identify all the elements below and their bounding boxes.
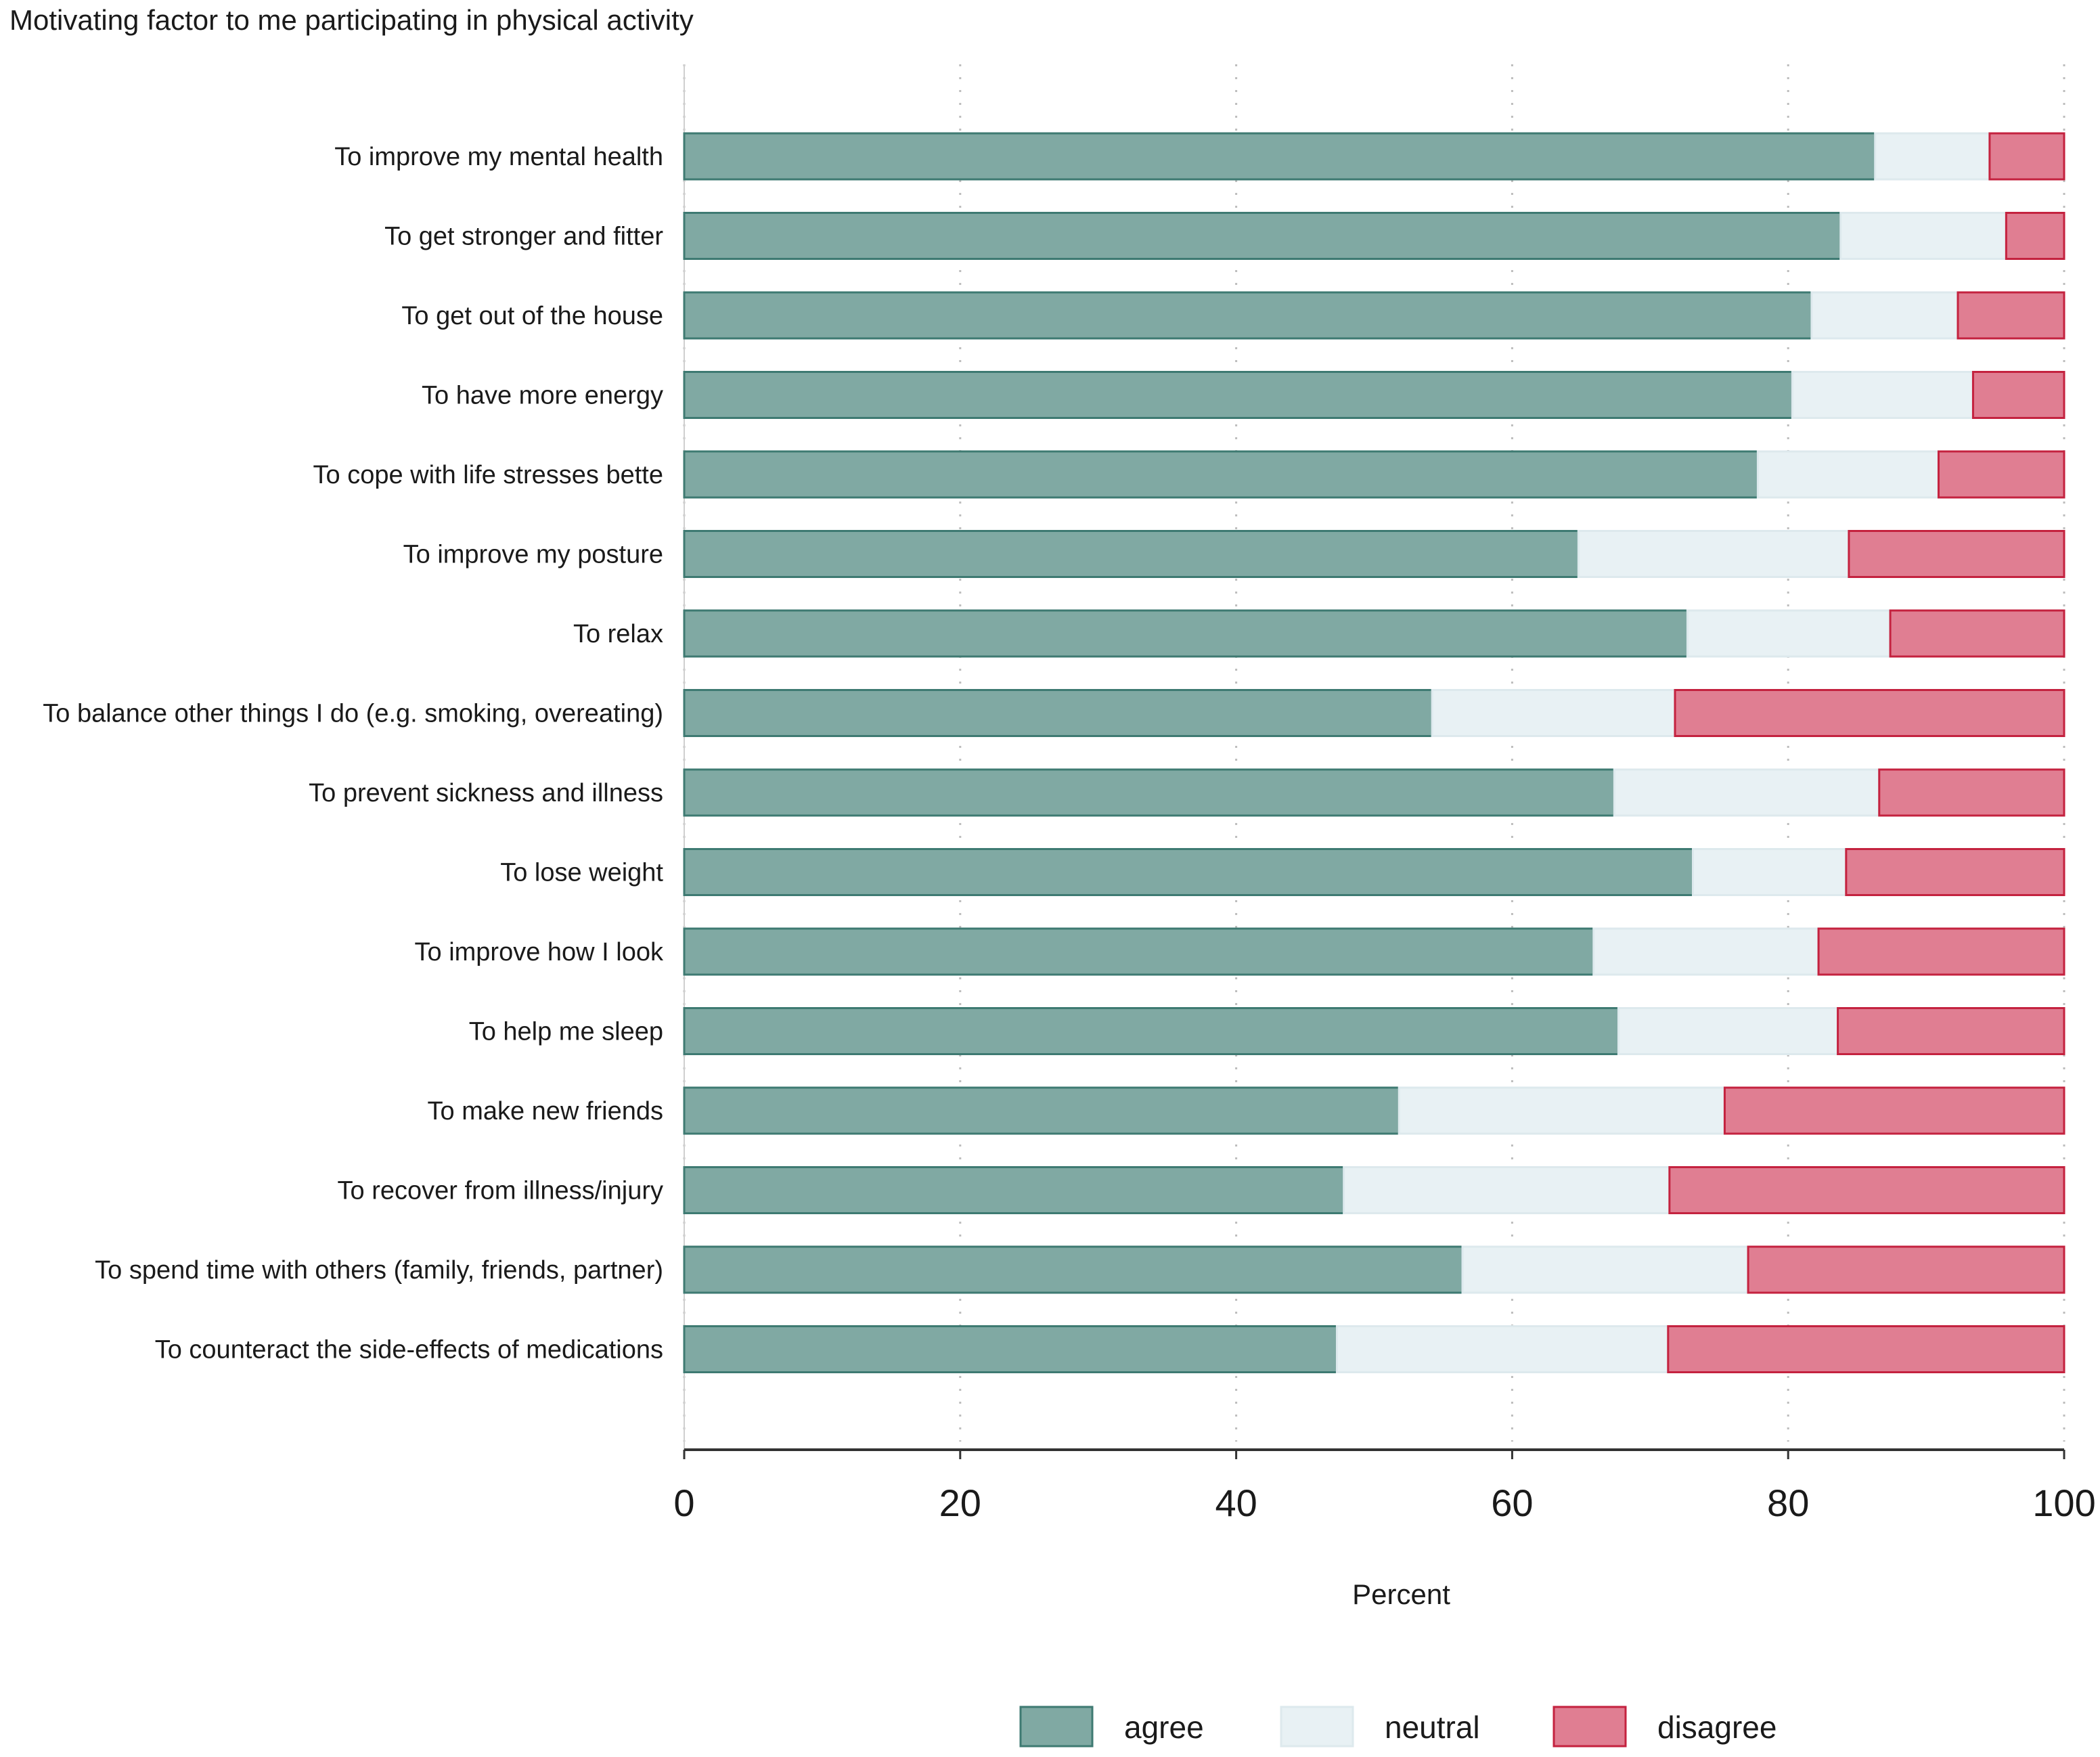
bar-neutral: [1577, 530, 1850, 578]
bar-agree: [683, 1325, 1338, 1373]
legend: agree neutral disagree: [1019, 1706, 1777, 1748]
bar-agree: [683, 450, 1759, 499]
category-label: To get stronger and fitter: [384, 223, 663, 251]
bar-disagree: [1667, 1325, 2065, 1373]
bar-agree: [683, 1007, 1619, 1055]
legend-label-agree: agree: [1124, 1710, 1204, 1745]
bar-neutral: [1617, 1007, 1839, 1055]
bar-neutral: [1461, 1245, 1749, 1294]
x-tick-label: 20: [939, 1482, 981, 1524]
category-label: To improve my posture: [403, 541, 663, 569]
category-label: To improve how I look: [415, 938, 664, 966]
bar-neutral: [1686, 609, 1892, 658]
category-label: To relax: [573, 620, 663, 648]
category-label: To spend time with others (family, frien…: [95, 1256, 663, 1285]
bar-disagree: [1668, 1166, 2065, 1214]
x-tick-label: 80: [1767, 1482, 1809, 1524]
legend-swatch-agree: [1019, 1706, 1094, 1748]
category-label: To recover from illness/injury: [338, 1177, 663, 1205]
bar-agree: [683, 1245, 1464, 1294]
bar-neutral: [1398, 1086, 1726, 1135]
x-axis-title: Percent: [1352, 1578, 1450, 1610]
bar-neutral: [1810, 291, 1959, 340]
bar-disagree: [1988, 132, 2065, 181]
category-label: To have more energy: [422, 382, 663, 410]
category-labels: To improve my mental health To get strong…: [43, 143, 664, 1364]
x-tick-label: 60: [1491, 1482, 1533, 1524]
bar-agree: [683, 848, 1695, 896]
bar-disagree: [1889, 609, 2065, 658]
bars: [683, 132, 2065, 1373]
bar-agree: [683, 1166, 1345, 1214]
bar-disagree: [1674, 689, 2065, 737]
bar-neutral: [1592, 927, 1820, 976]
bar-neutral: [1874, 132, 1991, 181]
category-label: To improve my mental health: [334, 143, 663, 171]
bar-disagree: [1971, 371, 2065, 419]
bar-neutral: [1613, 768, 1881, 817]
bar-agree: [683, 927, 1595, 976]
bar-disagree: [2005, 212, 2065, 260]
bar-agree: [683, 1086, 1400, 1135]
legend-label-neutral: neutral: [1385, 1710, 1480, 1745]
category-label: To help me sleep: [469, 1018, 663, 1046]
bar-neutral: [1343, 1166, 1671, 1214]
bar-agree: [683, 530, 1580, 578]
bar-disagree: [1837, 1007, 2065, 1055]
bar-agree: [683, 609, 1689, 658]
x-tick-label: 40: [1215, 1482, 1257, 1524]
legend-swatch-disagree: [1552, 1706, 1627, 1748]
x-tick-label: 100: [2032, 1482, 2095, 1524]
category-label: To cope with life stresses bette: [313, 461, 663, 489]
legend-label-disagree: disagree: [1657, 1710, 1777, 1745]
bar-neutral: [1791, 371, 1974, 419]
legend-swatch-neutral: [1280, 1706, 1354, 1748]
category-label: To counteract the side-effects of medica…: [155, 1336, 663, 1364]
chart-title: Motivating factor to me participating in…: [9, 4, 694, 36]
x-axis-ticks: 0 20 40 60 80 100: [673, 1450, 2096, 1524]
bar-neutral: [1839, 212, 2007, 260]
category-label: To lose weight: [500, 859, 663, 887]
bar-neutral: [1335, 1325, 1670, 1373]
bar-disagree: [1957, 291, 2065, 340]
category-label: To balance other things I do (e.g. smoki…: [43, 700, 663, 728]
bar-disagree: [1845, 848, 2065, 896]
bar-neutral: [1692, 848, 1848, 896]
bar-agree: [683, 291, 1813, 340]
bar-neutral: [1431, 689, 1676, 737]
category-label: To prevent sickness and illness: [309, 779, 663, 807]
bar-agree: [683, 768, 1615, 817]
bar-agree: [683, 212, 1842, 260]
bar-disagree: [1848, 530, 2065, 578]
x-tick-label: 0: [673, 1482, 694, 1524]
bar-neutral: [1756, 450, 1940, 499]
bar-agree: [683, 689, 1433, 737]
category-label: To get out of the house: [401, 302, 663, 330]
category-label: To make new friends: [428, 1097, 664, 1126]
bar-agree: [683, 371, 1793, 419]
bar-disagree: [1878, 768, 2065, 817]
bar-agree: [683, 132, 1877, 181]
bar-disagree: [1937, 450, 2065, 499]
bar-disagree: [1723, 1086, 2065, 1135]
bar-disagree: [1747, 1245, 2065, 1294]
bar-disagree: [1817, 927, 2065, 976]
grid-lines: [683, 64, 2065, 1450]
